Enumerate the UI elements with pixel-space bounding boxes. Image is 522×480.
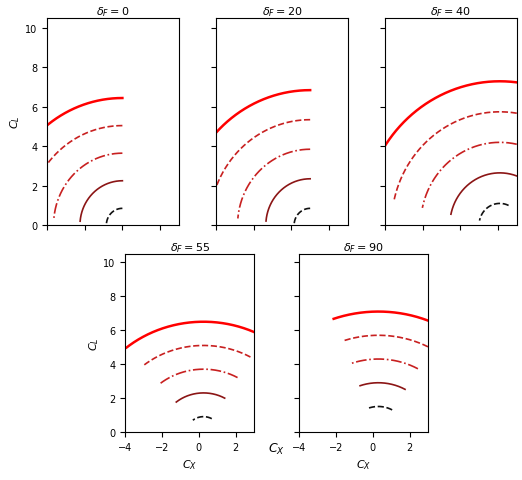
X-axis label: $C_X$: $C_X$ — [356, 457, 371, 471]
X-axis label: $C_X$: $C_X$ — [182, 457, 197, 471]
Title: $\delta_F=55$: $\delta_F=55$ — [170, 240, 210, 254]
Title: $\delta_F=90$: $\delta_F=90$ — [343, 240, 384, 254]
Y-axis label: $C_L$: $C_L$ — [87, 336, 101, 350]
Y-axis label: $C_L$: $C_L$ — [8, 116, 22, 129]
Title: $\delta_F=20$: $\delta_F=20$ — [262, 5, 302, 19]
Title: $\delta_F=40$: $\delta_F=40$ — [431, 5, 471, 19]
Title: $\delta_F=0$: $\delta_F=0$ — [96, 5, 130, 19]
Text: $C_X$: $C_X$ — [268, 441, 285, 456]
